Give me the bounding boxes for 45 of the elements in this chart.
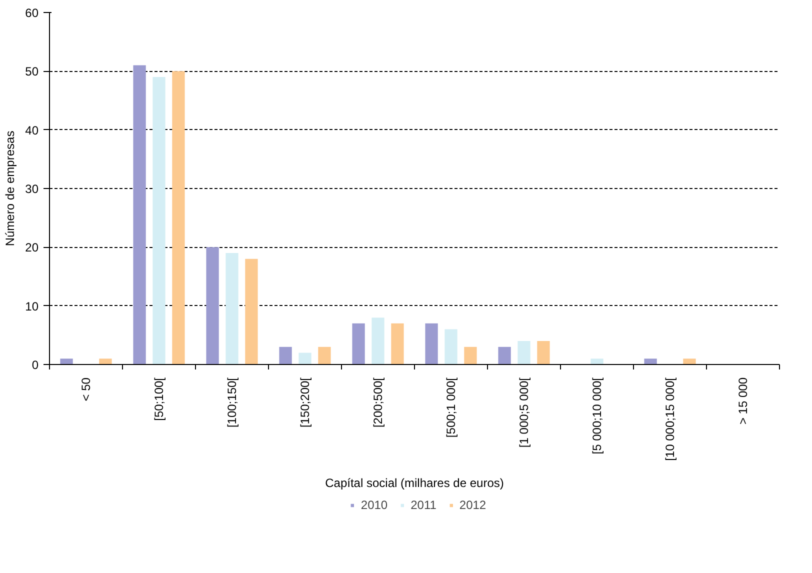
x-tick-label: [10 000;15 000[ <box>663 376 677 461</box>
y-axis-title: Número de empresas <box>3 130 18 246</box>
x-tick-label: [50;100[ <box>152 376 166 421</box>
bar <box>352 323 365 364</box>
y-tick-label: 10 <box>25 299 39 314</box>
bar <box>590 358 604 364</box>
bar <box>152 77 166 364</box>
legend-label: 2012 <box>459 498 486 512</box>
y-tick-label: 30 <box>25 182 39 196</box>
x-tick-label: [500;1 000[ <box>444 376 458 438</box>
bar <box>372 318 384 364</box>
bar <box>537 341 550 364</box>
legend-label: 2010 <box>360 498 388 512</box>
bar <box>298 352 312 364</box>
bar <box>206 247 219 364</box>
bar <box>133 65 146 364</box>
bar <box>444 329 458 364</box>
x-tick-label: > 15 000 <box>736 377 750 425</box>
y-tick-label: 20 <box>25 240 39 255</box>
bar <box>60 358 73 364</box>
bar <box>245 258 258 364</box>
bar <box>391 323 404 364</box>
x-tick-label: [1 000;5 000[ <box>517 376 531 448</box>
bar <box>318 346 331 364</box>
bar <box>226 253 238 364</box>
x-axis-title: Capítal social (milhares de euros) <box>325 476 504 490</box>
bar <box>172 71 185 364</box>
x-tick-label: [200;500[ <box>371 376 385 428</box>
bar <box>498 346 511 364</box>
bar <box>518 341 530 364</box>
y-tick-label: 40 <box>25 123 39 138</box>
x-tick-label: [150;200[ <box>298 376 312 428</box>
bar <box>644 358 657 364</box>
bar <box>279 346 292 364</box>
bar <box>683 358 696 364</box>
y-tick-label: 60 <box>25 6 39 20</box>
x-tick-label: [100;150[ <box>225 376 239 428</box>
x-tick-label: [5 000;10 000[ <box>590 376 604 454</box>
y-tick-label: 0 <box>32 358 39 372</box>
bar <box>99 358 112 364</box>
legend-label: 2011 <box>410 498 436 512</box>
bar <box>425 323 438 364</box>
y-tick-label: 50 <box>25 64 39 79</box>
x-tick-label: < 50 <box>79 377 93 402</box>
bar <box>464 346 477 364</box>
